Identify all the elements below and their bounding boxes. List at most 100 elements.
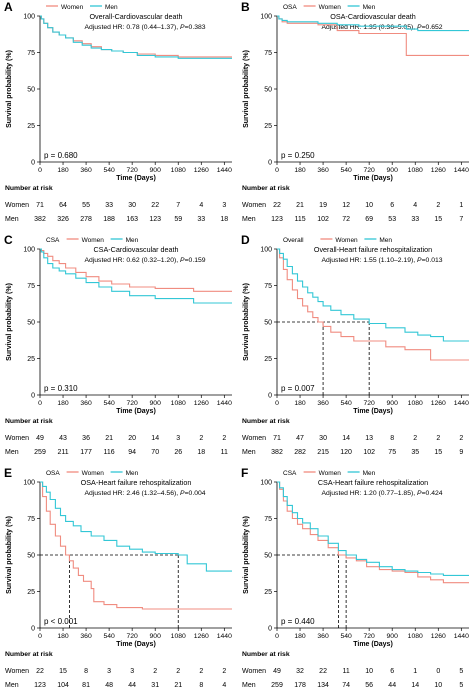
- km-curve-men: [277, 248, 469, 342]
- y-tick-label: 25: [264, 123, 272, 130]
- risk-value-men: 44: [128, 682, 136, 689]
- x-tick-label: 0: [38, 167, 42, 174]
- risk-value-women: 0: [436, 668, 440, 675]
- x-tick-label: 360: [317, 167, 329, 174]
- legend-title: Overall: [283, 237, 304, 244]
- x-tick-label: 900: [387, 633, 399, 640]
- risk-value-men: 33: [197, 216, 205, 223]
- risk-value-women: 71: [36, 202, 44, 209]
- risk-value-men: 178: [294, 682, 306, 689]
- risk-value-women: 49: [273, 668, 281, 675]
- risk-value-women: 1: [459, 202, 463, 209]
- y-tick-label: 75: [27, 516, 35, 523]
- x-tick-label: 540: [103, 633, 115, 640]
- risk-value-women: 6: [390, 668, 394, 675]
- risk-value-women: 30: [128, 202, 136, 209]
- adjusted-hr: Adjusted HR: 2.46 (1.32–4.56), P=0.004: [84, 490, 205, 497]
- legend-label-women: Women: [82, 237, 105, 244]
- x-tick-label: 360: [80, 633, 92, 640]
- legend-label-men: Men: [126, 237, 139, 244]
- legend-title: CSA: [283, 470, 297, 477]
- risk-value-women: 2: [199, 435, 203, 442]
- x-tick-label: 0: [38, 633, 42, 640]
- risk-value-men: 72: [342, 216, 350, 223]
- chart-title: Overall-Heart failure rehospitalization: [314, 245, 432, 254]
- y-axis-label: Survival probability (%): [243, 50, 250, 128]
- y-tick-label: 50: [27, 553, 35, 560]
- risk-table-title: Number at risk: [242, 651, 290, 658]
- x-tick-label: 0: [38, 400, 42, 407]
- risk-value-men: 282: [294, 449, 306, 456]
- x-axis-label: Time (Days): [116, 641, 156, 648]
- risk-value-men: 48: [105, 682, 113, 689]
- risk-value-men: 4: [222, 682, 226, 689]
- risk-value-women: 30: [319, 435, 327, 442]
- x-tick-label: 540: [340, 167, 352, 174]
- panel-letter: B: [241, 0, 250, 14]
- risk-value-men: 104: [57, 682, 69, 689]
- risk-value-men: 26: [174, 449, 182, 456]
- km-curve-women: [40, 15, 232, 58]
- y-tick-label: 25: [27, 356, 35, 363]
- y-tick-label: 0: [31, 393, 35, 400]
- risk-value-men: 11: [221, 449, 228, 456]
- risk-value-men: 134: [317, 682, 329, 689]
- legend-title: CSA: [46, 237, 60, 244]
- risk-value-women: 3: [176, 435, 180, 442]
- x-tick-label: 180: [57, 167, 69, 174]
- x-tick-label: 1080: [408, 400, 423, 407]
- risk-value-women: 12: [342, 202, 350, 209]
- y-tick-label: 0: [31, 160, 35, 167]
- km-curve-men: [277, 481, 469, 576]
- risk-value-women: 2: [436, 435, 440, 442]
- legend-title: OSA: [46, 470, 60, 477]
- km-curve-women: [40, 481, 232, 610]
- panel-letter: A: [4, 0, 13, 14]
- risk-value-men: 69: [365, 216, 373, 223]
- risk-value-women: 64: [59, 202, 67, 209]
- y-tick-label: 25: [264, 356, 272, 363]
- risk-row-label-women: Women: [242, 668, 266, 675]
- risk-value-men: 163: [126, 216, 138, 223]
- legend-label-women: Women: [319, 4, 342, 11]
- risk-value-men: 15: [434, 449, 442, 456]
- p-value: p = 0.007: [281, 384, 315, 393]
- y-tick-label: 0: [268, 160, 272, 167]
- p-value: p = 0.250: [281, 151, 315, 160]
- km-curve-men: [40, 15, 232, 59]
- risk-value-women: 2: [222, 668, 226, 675]
- risk-value-women: 49: [36, 435, 44, 442]
- risk-value-women: 1: [413, 668, 417, 675]
- risk-table-title: Number at risk: [5, 418, 53, 425]
- y-tick-label: 75: [264, 516, 272, 523]
- panel-letter: D: [241, 233, 250, 247]
- risk-value-men: 44: [388, 682, 396, 689]
- risk-value-women: 22: [273, 202, 281, 209]
- p-value: p = 0.440: [281, 617, 315, 626]
- legend-label-men: Men: [363, 470, 376, 477]
- adjusted-hr: Adjusted HR: 1.35 (0.36–5.05), P=0.652: [321, 24, 442, 31]
- risk-value-women: 6: [390, 202, 394, 209]
- risk-value-women: 36: [82, 435, 90, 442]
- km-curve-men: [277, 15, 469, 32]
- x-tick-label: 1440: [217, 633, 232, 640]
- risk-value-men: 10: [434, 682, 442, 689]
- risk-row-label-women: Women: [5, 202, 29, 209]
- x-tick-label: 1260: [194, 633, 209, 640]
- x-tick-label: 180: [294, 167, 306, 174]
- panel-letter: E: [4, 466, 12, 480]
- risk-value-men: 74: [342, 682, 350, 689]
- panel-letter: C: [4, 233, 13, 247]
- risk-value-men: 33: [411, 216, 419, 223]
- x-tick-label: 540: [340, 400, 352, 407]
- risk-value-women: 22: [319, 668, 327, 675]
- risk-row-label-women: Women: [5, 668, 29, 675]
- legend-label-women: Women: [335, 237, 358, 244]
- chart-title: OSA-Heart failure rehospitalization: [81, 478, 192, 487]
- km-curve-men: [40, 481, 232, 572]
